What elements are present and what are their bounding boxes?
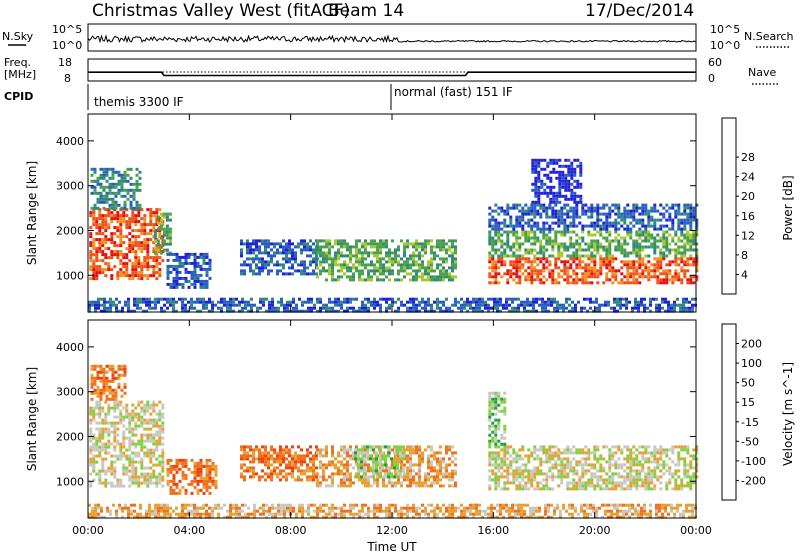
velocity-xtick-label-6: 00:00 <box>680 524 712 537</box>
velocity-region-8 <box>488 391 507 446</box>
velocity-ytick-label-1: 2000 <box>56 430 84 443</box>
power-colorbar-tick-label-5: 24 <box>741 171 755 184</box>
power-colorbar-tick-label-3: 16 <box>741 210 755 223</box>
velocity-ytick-label-3: 4000 <box>56 341 84 354</box>
velocity-colorbar-tick-label-7: -200 <box>741 474 766 487</box>
freq-trace <box>88 71 696 77</box>
power-colorbar-tick-label-0: 4 <box>741 268 748 281</box>
velocity-colorbar-tick-label-1: 100 <box>741 357 762 370</box>
freq-unit: [MHz] <box>4 68 36 81</box>
power-colorbar-tick-label-2: 12 <box>741 229 755 242</box>
nsky-right-tick-bottom: 10^0 <box>710 39 740 52</box>
velocity-heatmap-cells <box>88 364 699 519</box>
power-region-1 <box>90 167 142 210</box>
velocity-xtick-label-1: 04:00 <box>173 524 205 537</box>
cpid-row: CPID themis 3300 IF normal (fast) 151 IF <box>4 84 513 110</box>
power-region-0 <box>89 208 165 281</box>
velocity-ytick-label-2: 3000 <box>56 386 84 399</box>
nsky-right-tick-top: 10^5 <box>710 23 740 36</box>
power-colorbar-frame <box>721 117 737 295</box>
velocity-colorbar-tick-label-3: 15 <box>741 396 755 409</box>
power-region-2 <box>153 212 172 255</box>
velocity-xtick-label-4: 16:00 <box>477 524 509 537</box>
freq-label: Freq. <box>4 56 31 69</box>
nsky-tick-top: 10^5 <box>52 23 82 36</box>
power-region-8 <box>488 230 699 258</box>
velocity-region-2 <box>166 458 218 495</box>
velocity-ytick-label-0: 1000 <box>56 475 84 488</box>
station-title: Christmas Valley West (fitACF) <box>92 1 350 21</box>
velocity-region-5 <box>354 445 405 479</box>
nsky-trace <box>87 34 696 44</box>
power-colorbar-tick-label-1: 8 <box>741 249 748 262</box>
velocity-colorbar-tick-label-4: -15 <box>741 416 759 429</box>
power-region-7 <box>488 257 699 285</box>
nsearch-label: N.Search <box>744 30 794 43</box>
cpid-segment-1: themis 3300 IF <box>94 95 184 109</box>
velocity-colorbar: 200 100 50 15 -15 -50 -100 -200 <box>721 323 766 501</box>
power-colorbar-tick-label-4: 20 <box>741 190 755 203</box>
freq-panel: Freq. [MHz] 18 8 60 0 Nave <box>4 56 778 85</box>
power-ytick-label-3: 4000 <box>56 135 84 148</box>
power-colorbar-tick-label-6: 28 <box>741 151 755 164</box>
velocity-colorbar-tick-label-5: -50 <box>741 435 759 448</box>
velocity-region-4 <box>316 445 457 488</box>
velocity-colorbar-tick-label-0: 200 <box>741 338 762 351</box>
power-panel: Slant Range [km] 1000 2000 3000 4000 4 8 12 16… <box>25 113 795 313</box>
power-ytick-label-2: 3000 <box>56 180 84 193</box>
velocity-colorbar-label: Velocity [m s^-1] <box>781 362 795 466</box>
freq-tick-bottom: 8 <box>64 72 71 85</box>
power-region-6 <box>88 297 697 313</box>
velocity-xtick-label-5: 20:00 <box>579 524 611 537</box>
power-yticks: 1000 2000 3000 4000 <box>56 135 696 282</box>
time-axis-label: Time UT <box>366 540 417 554</box>
power-ylabel: Slant Range [km] <box>25 161 39 265</box>
velocity-region-3 <box>240 445 318 482</box>
power-region-3 <box>166 252 212 289</box>
velocity-xtick-label-0: 00:00 <box>72 524 104 537</box>
velocity-region-7 <box>488 445 699 491</box>
nsky-panel: N.Sky 10^5 10^0 10^5 10^0 N.Search <box>2 23 794 52</box>
power-region-5 <box>316 239 457 282</box>
nave-tick-bottom: 0 <box>708 72 715 85</box>
power-ytick-label-0: 1000 <box>56 269 84 282</box>
power-colorbar: 4 8 12 16 20 24 28 <box>721 117 755 295</box>
nave-label: Nave <box>748 66 776 79</box>
velocity-xtick-label-3: 12:00 <box>376 524 408 537</box>
velocity-ylabel: Slant Range [km] <box>25 367 39 471</box>
velocity-xtick-label-2: 08:00 <box>275 524 307 537</box>
date-label: 17/Dec/2014 <box>585 1 694 21</box>
velocity-yticks: 1000 2000 3000 4000 <box>56 341 696 488</box>
velocity-xticks: 00:00 04:00 08:00 12:00 16:00 20:00 00:00 <box>72 320 712 537</box>
power-region-10 <box>531 158 583 204</box>
velocity-region-1 <box>90 364 127 401</box>
beam-label: Beam 14 <box>328 1 404 21</box>
velocity-colorbar-frame <box>721 323 737 501</box>
power-colorbar-label: Power [dB] <box>781 175 795 240</box>
velocity-region-6 <box>88 503 697 519</box>
velocity-region-0 <box>89 400 165 488</box>
power-region-4 <box>240 239 318 276</box>
nsky-tick-bottom: 10^0 <box>52 39 82 52</box>
power-ytick-label-1: 2000 <box>56 224 84 237</box>
nave-tick-top: 60 <box>708 56 722 69</box>
velocity-colorbar-tick-label-2: 50 <box>741 377 755 390</box>
nsky-label: N.Sky <box>2 30 34 43</box>
power-xticks <box>87 114 697 312</box>
cpid-segment-2: normal (fast) 151 IF <box>394 85 513 99</box>
velocity-colorbar-tick-label-6: -100 <box>741 455 766 468</box>
power-heatmap-cells <box>88 158 699 313</box>
cpid-label: CPID <box>4 90 33 103</box>
power-region-9 <box>488 203 699 231</box>
freq-tick-top: 18 <box>58 56 72 69</box>
